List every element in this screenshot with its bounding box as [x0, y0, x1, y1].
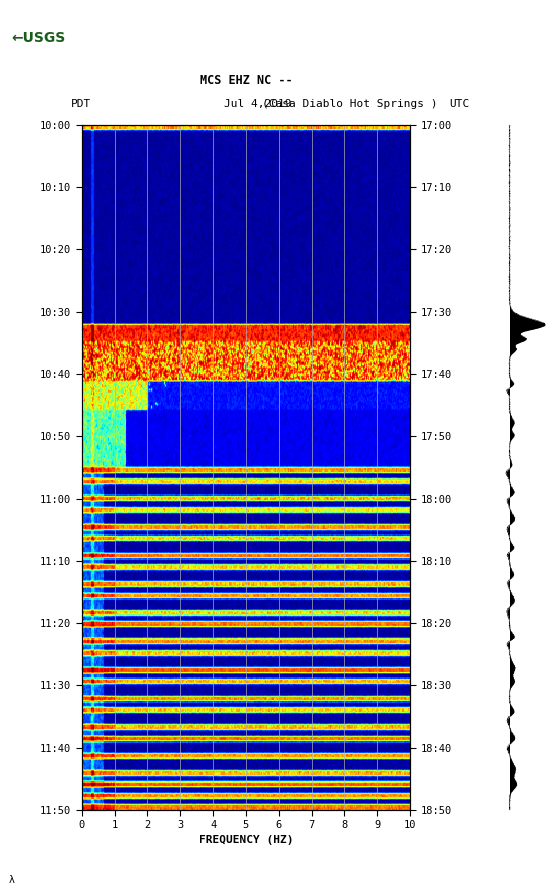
Text: UTC: UTC — [449, 99, 469, 109]
Text: (Casa Diablo Hot Springs ): (Casa Diablo Hot Springs ) — [263, 99, 438, 109]
Text: ←USGS: ←USGS — [11, 31, 65, 45]
Text: λ: λ — [8, 875, 14, 885]
Text: MCS EHZ NC --: MCS EHZ NC -- — [200, 74, 292, 87]
Text: Jul 4,2019: Jul 4,2019 — [224, 99, 291, 109]
Text: PDT: PDT — [71, 99, 91, 109]
X-axis label: FREQUENCY (HZ): FREQUENCY (HZ) — [199, 835, 293, 845]
